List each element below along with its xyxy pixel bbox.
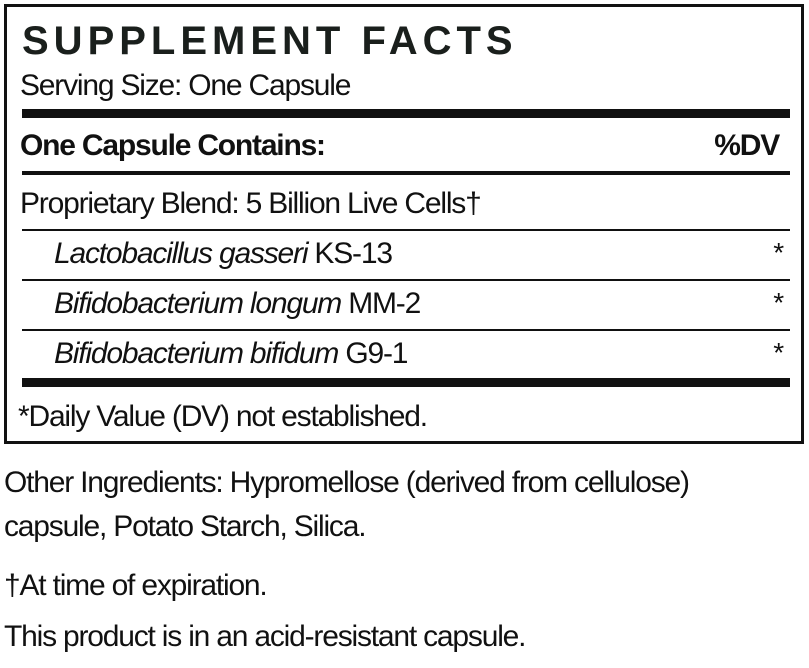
divider [22,171,790,175]
ingredient-row: Bifidobacterium bifidum G9-1 [54,337,408,370]
panel-title: SUPPLEMENT FACTS [22,19,518,63]
ingredient-dv: * [773,287,784,318]
thick-divider [22,378,790,387]
ingredient-row: Lactobacillus gasseri KS-13 [54,237,393,270]
ingredient-row: Bifidobacterium longum MM-2 [54,287,421,320]
dv-footnote: *Daily Value (DV) not established. [18,400,428,433]
other-ingredients-line2: capsule, Potato Starch, Silica. [4,510,367,543]
row-divider [22,279,790,281]
capsule-note: This product is in an acid-resistant cap… [4,620,526,653]
row-divider [22,329,790,331]
serving-size: Serving Size: One Capsule [20,69,351,102]
supplement-facts-panel: SUPPLEMENT FACTS Serving Size: One Capsu… [4,4,804,444]
ingredient-strain: G9-1 [338,337,408,370]
ingredient-dv: * [773,237,784,268]
ingredient-species: Bifidobacterium bifidum [54,337,339,370]
ingredient-species: Bifidobacterium longum [54,287,342,320]
row-divider [22,229,790,231]
proprietary-blend: Proprietary Blend: 5 Billion Live Cells† [20,187,482,220]
header-dv: %DV [714,129,780,162]
ingredient-dv: * [773,337,784,368]
other-ingredients-line1: Other Ingredients: Hypromellose (derived… [4,466,690,499]
ingredient-strain: KS-13 [307,237,393,270]
header-contains: One Capsule Contains: [20,129,326,162]
ingredient-species: Lactobacillus gasseri [54,237,308,270]
dagger-note: †At time of expiration. [4,569,268,602]
ingredient-strain: MM-2 [341,287,421,320]
thick-divider [22,109,790,118]
